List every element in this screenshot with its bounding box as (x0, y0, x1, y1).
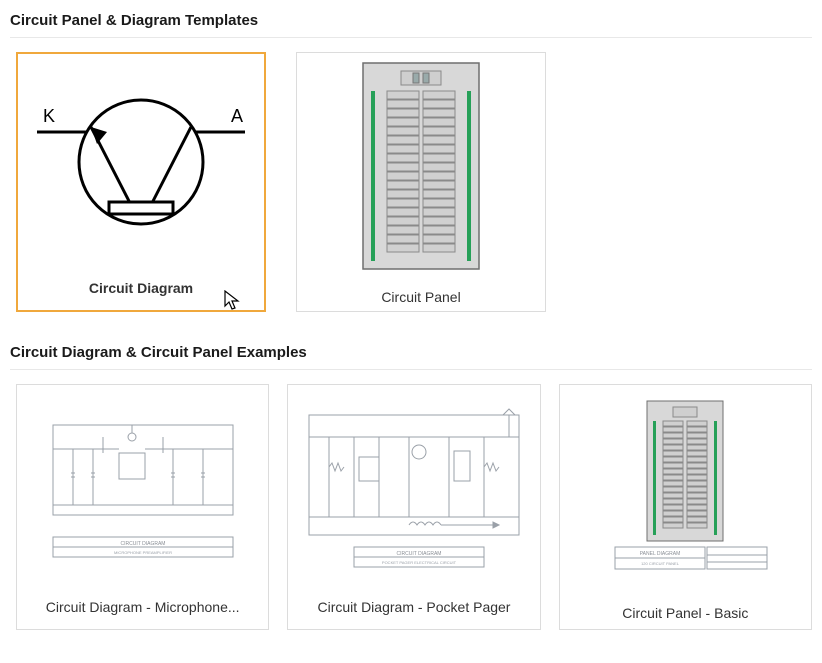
svg-text:PANEL DIAGRAM: PANEL DIAGRAM (640, 551, 681, 557)
breaker-panel-small-icon: PANEL DIAGRAM 120 CIRCUIT PANEL (585, 395, 785, 585)
svg-text:K: K (43, 106, 55, 126)
templates-row: K A Circuit Diagram (10, 52, 812, 312)
example-thumb: CIRCUIT DIAGRAM POCKET PAGER ELECTRICAL … (288, 385, 539, 589)
example-card-panel-basic[interactable]: PANEL DIAGRAM 120 CIRCUIT PANEL Circuit … (559, 384, 812, 630)
template-thumb (297, 53, 545, 279)
template-card-circuit-panel[interactable]: Circuit Panel (296, 52, 546, 312)
svg-text:POCKET PAGER ELECTRICAL CIRCUI: POCKET PAGER ELECTRICAL CIRCUIT (382, 560, 457, 565)
examples-section-title: Circuit Diagram & Circuit Panel Examples (10, 338, 812, 370)
example-label: Circuit Diagram - Pocket Pager (288, 589, 539, 629)
svg-text:A: A (231, 106, 243, 126)
template-label: Circuit Panel (297, 279, 545, 311)
svg-text:CIRCUIT DIAGRAM: CIRCUIT DIAGRAM (397, 551, 442, 557)
thyristor-symbol-icon: K A (31, 72, 251, 252)
schematic-large-icon: CIRCUIT DIAGRAM POCKET PAGER ELECTRICAL … (299, 397, 529, 577)
breaker-panel-icon (361, 61, 481, 271)
svg-text:120 CIRCUIT PANEL: 120 CIRCUIT PANEL (641, 561, 680, 566)
svg-text:MICROPHONE PREAMPLIFIER: MICROPHONE PREAMPLIFIER (114, 550, 172, 555)
examples-row: CIRCUIT DIAGRAM MICROPHONE PREAMPLIFIER … (10, 384, 812, 630)
example-card-pocket-pager[interactable]: CIRCUIT DIAGRAM POCKET PAGER ELECTRICAL … (287, 384, 540, 630)
example-label: Circuit Diagram - Microphone... (17, 589, 268, 629)
template-card-circuit-diagram[interactable]: K A Circuit Diagram (16, 52, 266, 312)
template-thumb: K A (18, 54, 264, 270)
example-card-microphone[interactable]: CIRCUIT DIAGRAM MICROPHONE PREAMPLIFIER … (16, 384, 269, 630)
svg-text:CIRCUIT DIAGRAM: CIRCUIT DIAGRAM (120, 541, 165, 547)
example-thumb: CIRCUIT DIAGRAM MICROPHONE PREAMPLIFIER (17, 385, 268, 589)
example-label: Circuit Panel - Basic (560, 595, 811, 629)
schematic-small-icon: CIRCUIT DIAGRAM MICROPHONE PREAMPLIFIER (33, 397, 253, 577)
templates-section-title: Circuit Panel & Diagram Templates (10, 6, 812, 38)
template-label: Circuit Diagram (18, 270, 264, 310)
example-thumb: PANEL DIAGRAM 120 CIRCUIT PANEL (560, 385, 811, 595)
